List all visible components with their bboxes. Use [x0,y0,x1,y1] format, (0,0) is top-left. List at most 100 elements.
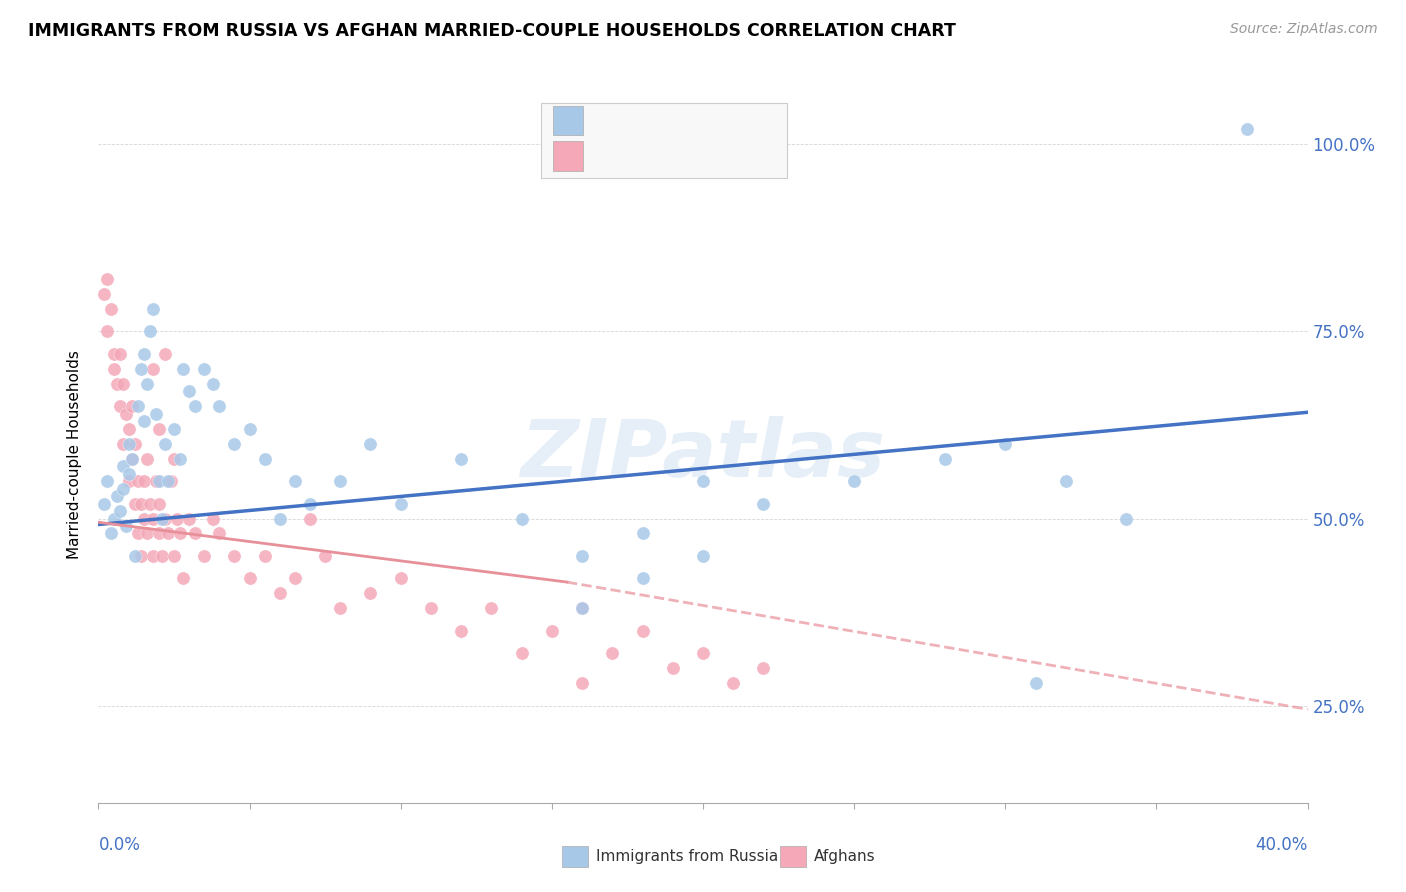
Point [752,661,775,675]
Text: N =: N = [695,112,742,129]
Point [124,497,146,511]
Point [111,459,134,474]
Point [662,661,685,675]
Point [202,511,225,525]
Text: -0.148: -0.148 [634,147,693,165]
Point [481,601,503,615]
Point [121,399,143,413]
Point [160,474,183,488]
Point [150,511,173,525]
Point [121,451,143,466]
Text: 72: 72 [738,147,762,165]
Point [692,549,714,563]
Point [148,497,170,511]
Point [127,526,149,541]
Point [129,549,152,563]
Point [156,474,179,488]
Point [844,474,866,488]
Point [96,474,118,488]
Point [389,497,412,511]
Point [100,301,122,316]
Point [135,451,157,466]
Point [118,422,141,436]
Point [208,526,231,541]
Point [239,571,262,585]
Point [142,301,165,316]
Point [420,601,443,615]
Point [208,399,231,413]
Point [127,399,149,413]
Point [253,451,276,466]
Point [103,511,125,525]
Point [135,526,157,541]
Point [163,549,186,563]
Point [239,422,262,436]
Point [111,376,134,391]
Point [602,646,624,660]
Point [692,474,714,488]
Point [329,474,352,488]
Point [153,347,176,361]
Point [179,511,201,525]
Text: Immigrants from Russia: Immigrants from Russia [596,849,779,863]
Point [108,399,131,413]
Point [114,407,136,421]
Point [193,362,215,376]
Point [135,376,157,391]
Point [100,526,122,541]
Point [571,549,593,563]
Point [631,624,654,638]
Point [934,451,956,466]
Point [202,376,225,391]
Point [142,549,165,563]
Point [103,347,125,361]
Point [1024,676,1046,690]
Y-axis label: Married-couple Households: Married-couple Households [67,351,83,559]
Point [1054,474,1077,488]
Point [127,474,149,488]
Point [540,624,562,638]
Point [150,549,173,563]
Point [148,526,170,541]
Point [631,571,654,585]
Point [224,436,246,450]
Point [148,474,170,488]
Point [93,497,115,511]
Point [1115,511,1137,525]
Point [163,422,186,436]
Text: N =: N = [695,147,742,165]
Point [571,676,593,690]
Point [360,586,382,600]
Point [118,467,141,481]
Point [299,497,322,511]
Point [510,646,533,660]
Point [360,436,382,450]
Point [129,362,152,376]
Point [166,511,188,525]
Point [103,362,125,376]
Point [153,511,176,525]
Point [121,451,143,466]
Point [269,511,291,525]
Text: ZIPatlas: ZIPatlas [520,416,886,494]
Point [105,376,128,391]
Text: R =: R = [592,112,628,129]
Point [142,511,165,525]
Point [284,571,307,585]
Point [132,511,155,525]
Point [389,571,412,585]
Point [132,414,155,428]
Point [139,325,162,339]
Point [450,451,472,466]
Point [132,347,155,361]
Point [129,497,152,511]
Point [111,436,134,450]
Point [145,407,167,421]
Point [105,489,128,503]
Text: IMMIGRANTS FROM RUSSIA VS AFGHAN MARRIED-COUPLE HOUSEHOLDS CORRELATION CHART: IMMIGRANTS FROM RUSSIA VS AFGHAN MARRIED… [28,22,956,40]
Point [179,384,201,399]
Point [184,399,207,413]
Text: 0.0%: 0.0% [98,837,141,855]
Text: 58: 58 [738,112,761,129]
Point [108,347,131,361]
